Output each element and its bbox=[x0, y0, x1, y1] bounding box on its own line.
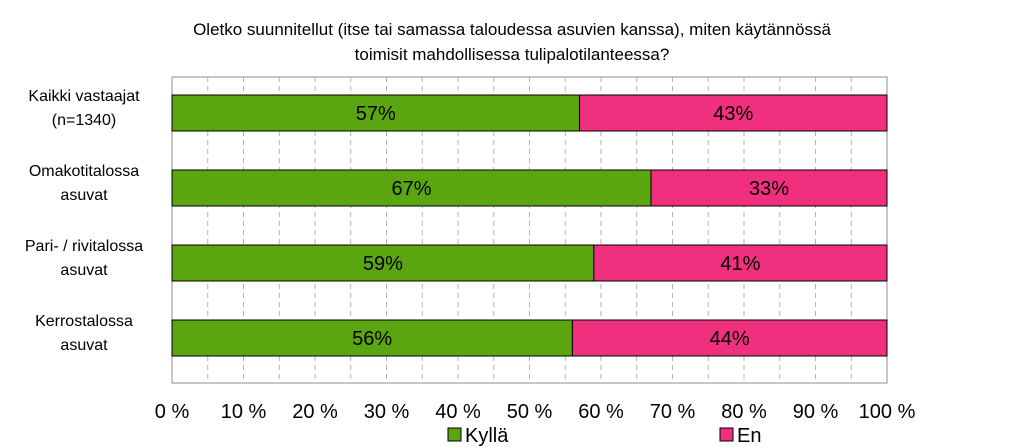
category-label: Kaikki vastaajat bbox=[28, 88, 140, 105]
bar-kyll--2 bbox=[171, 244, 595, 282]
category-label: Pari- / rivitalossa bbox=[25, 238, 143, 255]
category-label: Kerrostalossa bbox=[35, 313, 133, 330]
legend-swatch-kyll- bbox=[447, 427, 462, 442]
x-tick-label: 10 % bbox=[221, 401, 267, 423]
data-label: 43% bbox=[713, 103, 753, 125]
category-label: Omakotitalossa bbox=[29, 163, 139, 180]
category-label: asuvat bbox=[60, 262, 108, 279]
x-tick-label: 30 % bbox=[364, 401, 410, 423]
x-tick-label: 0 % bbox=[155, 401, 190, 423]
bar-en-1 bbox=[650, 169, 888, 207]
x-tick-label: 60 % bbox=[578, 401, 624, 423]
x-tick-label: 70 % bbox=[650, 401, 696, 423]
category-label: asuvat bbox=[60, 187, 108, 204]
data-label: 33% bbox=[749, 178, 789, 200]
x-tick-label: 90 % bbox=[793, 401, 839, 423]
x-tick-label: 40 % bbox=[435, 401, 481, 423]
category-label: asuvat bbox=[60, 337, 108, 354]
data-label: 56% bbox=[352, 328, 392, 350]
chart-title-line-1: Oletko suunnitellut (itse tai samassa ta… bbox=[193, 20, 831, 39]
bar-kyll--0 bbox=[171, 94, 581, 132]
data-label: 57% bbox=[356, 103, 396, 125]
data-label: 67% bbox=[392, 178, 432, 200]
x-tick-label: 80 % bbox=[721, 401, 767, 423]
chart-title-line-2: toimisit mahdollisessa tulipalotilantees… bbox=[354, 45, 670, 64]
bar-en-3 bbox=[571, 319, 888, 357]
x-tick-label: 20 % bbox=[292, 401, 338, 423]
x-tick-label: 100 % bbox=[859, 401, 916, 423]
x-tick-label: 50 % bbox=[507, 401, 553, 423]
bar-en-0 bbox=[579, 94, 888, 132]
bar-kyll--1 bbox=[171, 169, 652, 207]
data-label: 41% bbox=[720, 253, 760, 275]
legend-label: En bbox=[737, 425, 761, 447]
category-label: (n=1340) bbox=[52, 112, 117, 129]
data-label: 59% bbox=[363, 253, 403, 275]
data-label: 44% bbox=[710, 328, 750, 350]
bar-en-2 bbox=[593, 244, 888, 282]
legend-swatch-en bbox=[719, 427, 734, 442]
legend-label: Kyllä bbox=[465, 425, 509, 447]
